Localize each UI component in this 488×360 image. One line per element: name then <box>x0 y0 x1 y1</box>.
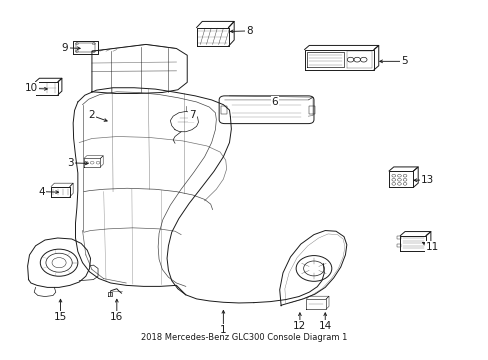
Text: 1: 1 <box>220 325 226 336</box>
Bar <box>396 244 401 247</box>
Bar <box>308 106 314 114</box>
Text: 2: 2 <box>88 111 95 121</box>
Text: 7: 7 <box>189 111 196 121</box>
Text: 11: 11 <box>425 243 438 252</box>
Text: 15: 15 <box>54 312 67 322</box>
Text: 10: 10 <box>24 84 38 93</box>
Text: 4: 4 <box>39 186 45 197</box>
Text: 12: 12 <box>293 321 306 331</box>
Text: 8: 8 <box>245 26 252 36</box>
Text: 14: 14 <box>318 321 331 331</box>
Text: 5: 5 <box>400 57 407 66</box>
Text: 3: 3 <box>67 158 74 168</box>
Bar <box>221 106 226 114</box>
Bar <box>396 235 401 239</box>
Text: 6: 6 <box>271 97 278 107</box>
Text: 2018 Mercedes-Benz GLC300 Console Diagram 1: 2018 Mercedes-Benz GLC300 Console Diagra… <box>141 333 347 342</box>
Text: 13: 13 <box>420 175 433 185</box>
Text: 16: 16 <box>110 312 123 322</box>
Text: 9: 9 <box>62 43 68 53</box>
